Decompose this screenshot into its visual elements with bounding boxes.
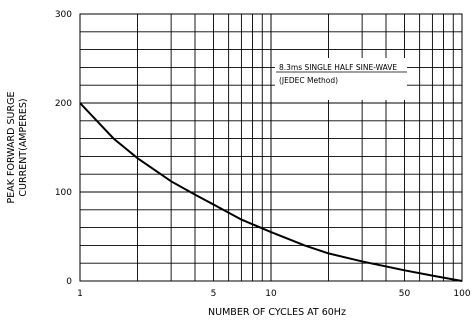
x-tick-label: 100 — [453, 289, 470, 299]
annotation-background — [275, 58, 407, 100]
x-tick-labels: 1 5 10 50 100 — [77, 289, 471, 299]
y-axis-label: PEAK FORWARD SURGE CURRENT(AMPERES) — [6, 92, 29, 204]
y-tick-label: 100 — [55, 188, 72, 198]
y-axis-label-line-2: CURRENT(AMPERES) — [18, 98, 29, 196]
annotation-line-2: (JEDEC Method) — [279, 76, 338, 85]
y-tick-label: 300 — [55, 10, 72, 20]
x-tick-label: 1 — [77, 289, 83, 299]
y-tick-labels: 0 100 200 300 — [55, 10, 72, 287]
x-axis-label: NUMBER OF CYCLES AT 60Hz — [208, 307, 346, 318]
x-tick-label: 5 — [211, 289, 217, 299]
x-tick-label: 10 — [265, 289, 277, 299]
y-tick-label: 200 — [55, 99, 72, 109]
annotation-box: 8.3ms SINGLE HALF SINE-WAVE (JEDEC Metho… — [275, 58, 407, 100]
y-axis-label-line-1: PEAK FORWARD SURGE — [6, 92, 17, 204]
x-tick-label: 50 — [399, 289, 411, 299]
plot-frame — [79, 13, 463, 282]
annotation-line-1: 8.3ms SINGLE HALF SINE-WAVE — [279, 63, 397, 72]
y-tick-label: 0 — [66, 277, 72, 287]
surge-current-curve — [79, 102, 463, 282]
